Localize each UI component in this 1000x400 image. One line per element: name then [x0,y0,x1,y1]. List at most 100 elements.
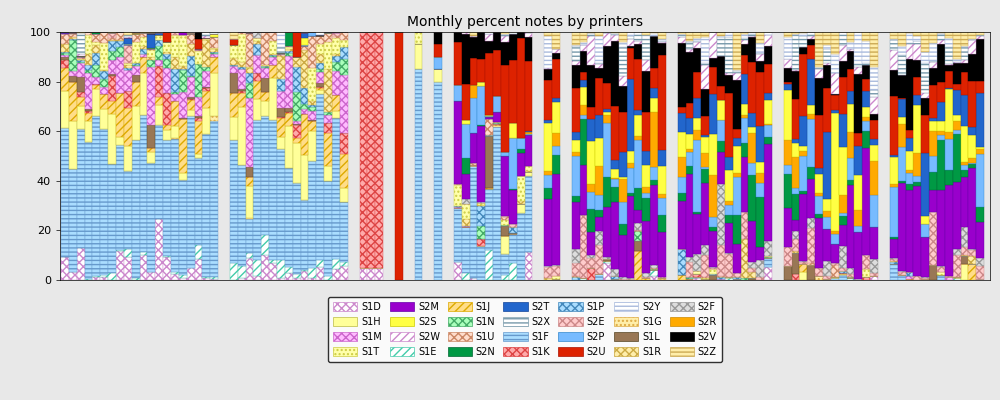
Bar [862,91,870,107]
Bar [603,122,611,178]
Bar [854,32,862,64]
Bar [163,32,171,42]
Bar [580,278,587,280]
Bar [678,157,686,177]
Bar [454,32,462,42]
Bar [269,260,277,263]
Bar [316,35,324,36]
Bar [85,121,92,142]
Bar [493,122,501,123]
Bar [140,115,147,252]
Bar [525,132,532,134]
Bar [862,277,870,280]
Bar [792,34,799,70]
Bar [968,54,976,81]
Bar [929,68,937,86]
Bar [756,54,764,62]
Bar [544,188,552,200]
Bar [493,96,501,112]
Bar [968,32,976,39]
Bar [764,125,772,137]
Bar [913,176,921,182]
Bar [308,105,316,107]
Bar [945,71,953,88]
Bar [823,211,831,217]
Bar [717,184,725,245]
Bar [485,189,493,250]
Bar [238,166,246,266]
Bar [544,120,552,123]
Bar [890,158,898,184]
Bar [132,33,140,34]
Bar [116,137,124,145]
Bar [509,224,517,227]
Title: Monthly percent notes by printers: Monthly percent notes by printers [407,16,643,30]
Bar [913,77,921,95]
Bar [69,32,77,34]
Bar [799,36,807,47]
Bar [976,32,984,35]
Bar [953,59,961,62]
Bar [678,34,686,35]
Bar [517,176,525,201]
Bar [580,87,587,105]
Bar [764,137,772,144]
Bar [124,70,132,91]
Bar [316,88,324,90]
Bar [976,81,984,93]
Bar [831,277,839,278]
Bar [316,72,324,83]
Bar [701,279,709,280]
Bar [913,186,921,276]
Bar [627,39,634,46]
Bar [898,270,906,272]
Bar [906,138,913,151]
Bar [686,262,693,277]
Bar [195,245,202,259]
Bar [733,279,741,280]
Bar [525,61,532,131]
Bar [517,204,525,213]
Bar [269,66,277,78]
Bar [717,279,725,280]
Bar [890,40,898,50]
Bar [870,160,878,195]
Bar [862,107,870,118]
Bar [748,221,756,262]
Bar [823,49,831,62]
Bar [961,46,968,48]
Bar [202,67,210,71]
Bar [69,40,77,71]
Bar [171,272,179,274]
Bar [678,35,686,37]
Bar [69,82,77,121]
Bar [85,54,92,65]
Bar [92,34,100,42]
Bar [77,77,85,92]
Bar [898,147,906,181]
Bar [619,202,627,224]
Bar [340,133,348,154]
Bar [171,58,179,69]
Bar [693,38,701,41]
Bar [509,189,517,190]
Bar [953,32,961,59]
Bar [839,77,847,114]
Bar [627,32,634,36]
Bar [937,40,945,44]
Bar [340,75,348,133]
Bar [454,42,462,85]
Bar [202,38,210,40]
Bar [741,40,748,44]
Bar [961,126,968,162]
Bar [195,259,202,280]
Bar [92,44,100,53]
Bar [293,278,301,280]
Bar [862,148,870,255]
Bar [179,70,187,92]
Bar [815,268,823,276]
Bar [485,116,493,117]
Bar [748,132,756,163]
Bar [210,57,218,73]
Bar [92,89,100,116]
